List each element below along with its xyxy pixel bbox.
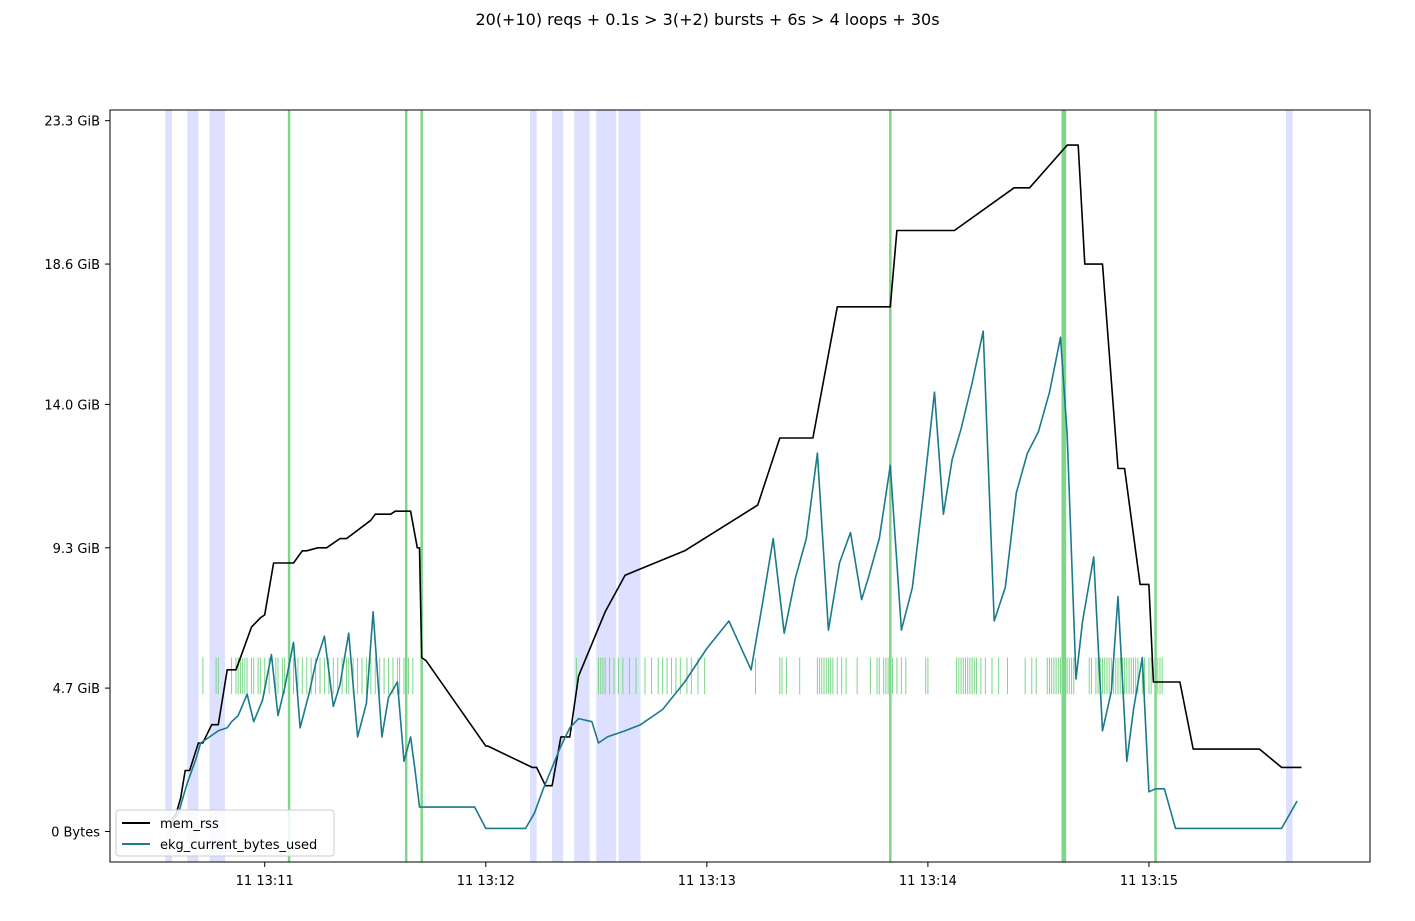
legend-label-ekg_current_bytes_used: ekg_current_bytes_used <box>160 838 317 853</box>
shaded-region-2 <box>209 110 225 862</box>
y-tick-label-5: 23.3 GiB <box>44 115 100 130</box>
y-tick-label-4: 18.6 GiB <box>44 258 100 273</box>
x-axis: 11 13:11 11 13:12 11 13:13 11 13:14 11 13:15 <box>236 862 1178 889</box>
y-tick-label-1: 4.7 GiB <box>53 682 100 697</box>
x-tick-label-2: 11 13:13 <box>678 874 736 889</box>
event-lines <box>287 110 1157 862</box>
x-tick-label-4: 11 13:15 <box>1120 874 1178 889</box>
legend: mem_rss ekg_current_bytes_used <box>115 809 335 857</box>
shaded-region-8 <box>1286 110 1293 862</box>
series-line-ekg_current_bytes_used <box>171 330 1298 830</box>
plot-frame <box>109 109 1371 863</box>
legend-label-mem_rss: mem_rss <box>160 817 219 832</box>
y-tick-label-0: 0 Bytes <box>51 825 100 840</box>
y-axis: 0 Bytes 4.7 GiB 9.3 GiB 14.0 GiB 18.6 GiB 23.… <box>44 115 110 840</box>
shaded-region-0 <box>165 110 172 862</box>
shaded-region-5 <box>574 110 590 862</box>
chart-title: 20(+10) reqs + 0.1s > 3(+2) bursts + 6s … <box>475 10 940 29</box>
shaded-region-1 <box>187 110 199 862</box>
series-line-mem_rss <box>171 144 1302 820</box>
x-tick-label-1: 11 13:12 <box>457 874 515 889</box>
y-tick-label-3: 14.0 GiB <box>44 398 100 413</box>
shaded-region-6 <box>596 110 617 862</box>
shaded-region-3 <box>530 110 537 862</box>
event-ticks <box>202 657 1163 695</box>
y-tick-label-2: 9.3 GiB <box>53 542 100 557</box>
series-lines <box>171 144 1302 830</box>
shaded-region-7 <box>618 110 641 862</box>
shaded-region-4 <box>552 110 564 862</box>
x-tick-label-3: 11 13:14 <box>899 874 957 889</box>
x-tick-label-0: 11 13:11 <box>236 874 294 889</box>
legend-box <box>115 809 335 857</box>
shaded-regions <box>165 110 1293 862</box>
